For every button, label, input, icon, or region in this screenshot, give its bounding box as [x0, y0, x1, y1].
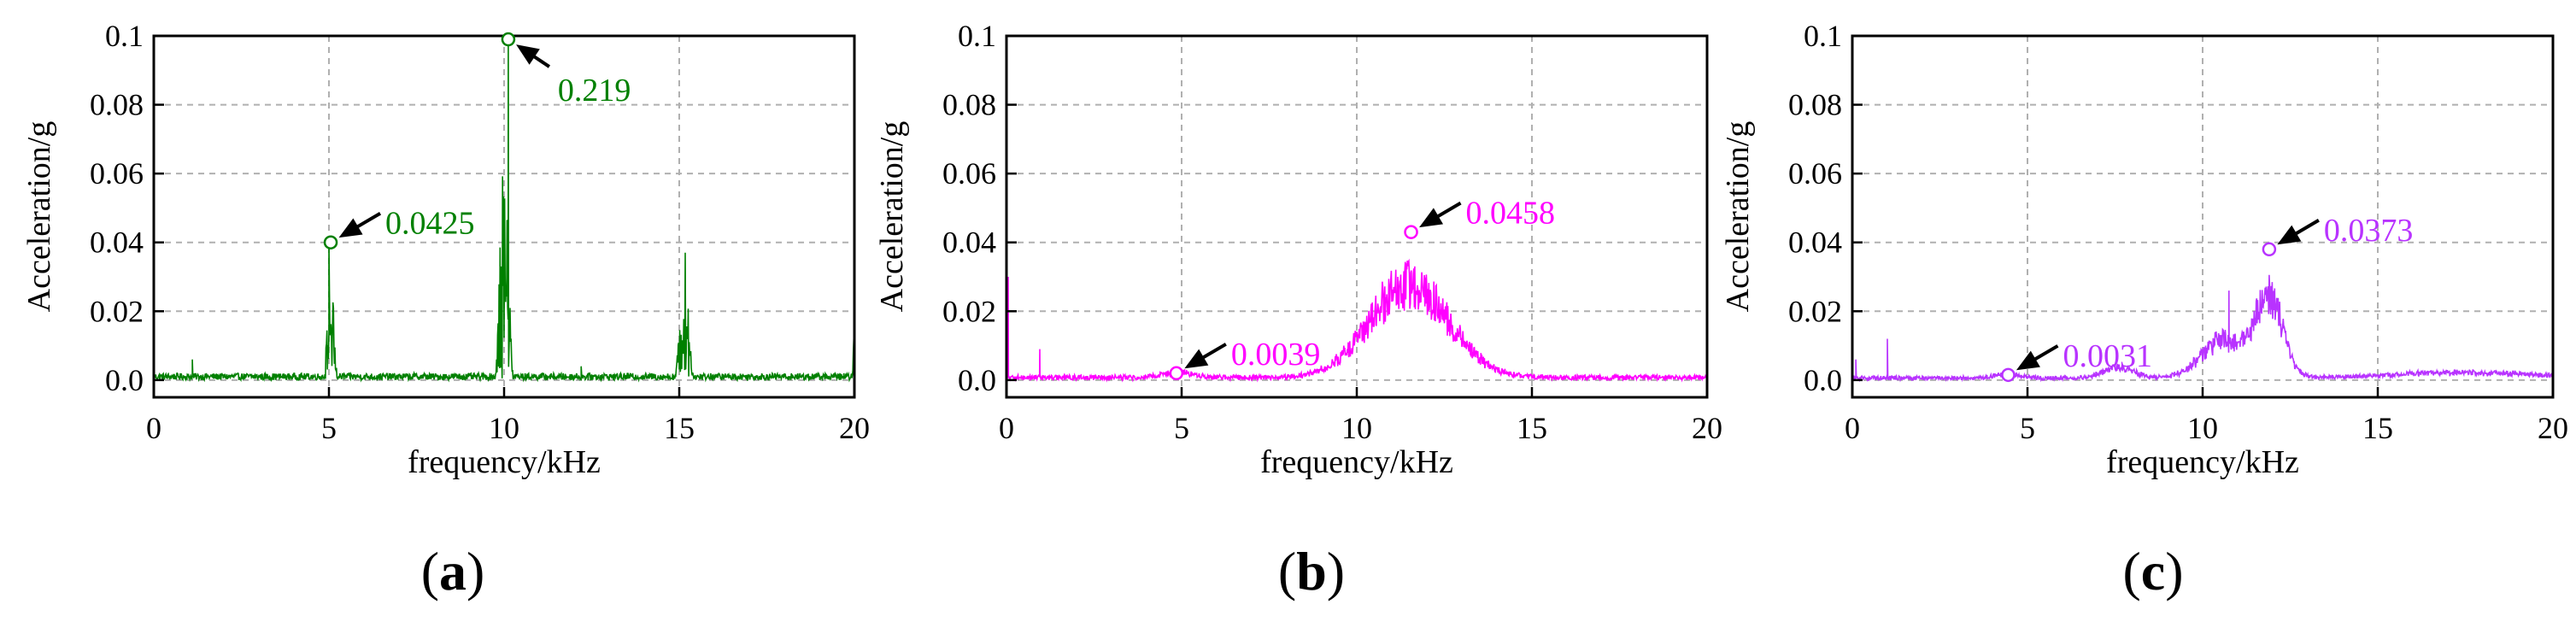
x-tick-label: 20 — [1692, 411, 1722, 445]
y-tick-label: 0.1 — [1804, 19, 1842, 53]
peak-marker — [1169, 366, 1184, 381]
x-tick-label: 20 — [2538, 411, 2568, 445]
spectrum-line — [153, 38, 855, 383]
annotation-value: 0.0031 — [2063, 338, 2152, 374]
y-tick-label: 0.1 — [958, 19, 996, 53]
y-axis-title: Acceleration/g — [874, 121, 910, 313]
x-tick-label: 0 — [999, 411, 1014, 445]
x-axis-title: frequency/kHz — [1260, 444, 1453, 480]
annotation-arrow-head — [2277, 225, 2302, 245]
annotation-arrow-head — [2016, 350, 2040, 371]
peak-marker — [2262, 242, 2277, 257]
spectrum-line — [1006, 258, 1708, 383]
annotation-arrow-head — [338, 218, 363, 238]
x-tick-label: 0 — [146, 411, 161, 445]
y-tick-label: 0.02 — [90, 294, 144, 328]
x-tick-label: 20 — [839, 411, 870, 445]
panel-b: 0 5 10 15 20 0.0 0.02 0.04 0.06 0.08 0.1 frequency/… — [874, 19, 1722, 601]
y-tick-label: 0.08 — [942, 88, 996, 122]
x-tick-label: 5 — [2020, 411, 2035, 445]
panel-c: 0 5 10 15 20 0.0 0.02 0.04 0.06 0.08 0.1 frequency/… — [1720, 19, 2568, 601]
panel-label: (c) — [2122, 541, 2183, 601]
x-tick-label: 15 — [664, 411, 695, 445]
peak-marker — [323, 235, 338, 249]
y-tick-label: 0.04 — [1788, 226, 1842, 260]
x-tick-label: 5 — [1174, 411, 1189, 445]
peak-marker — [2001, 367, 2016, 383]
y-tick-label: 0.0 — [1804, 363, 1842, 397]
y-tick-label: 0.02 — [942, 294, 996, 328]
annotation-value: 0.0458 — [1466, 196, 1556, 232]
x-tick-label: 10 — [1341, 411, 1372, 445]
panel-a: 0 5 10 15 20 0.0 0.02 0.04 0.06 0.08 0.1 frequency/… — [21, 19, 870, 601]
y-tick-label: 0.04 — [90, 226, 144, 260]
annotation-arrow-head — [516, 44, 540, 65]
y-tick-label: 0.04 — [942, 226, 996, 260]
annotation-value: 0.219 — [558, 73, 631, 109]
x-axis-title: frequency/kHz — [408, 444, 601, 480]
peak-marker — [1404, 225, 1418, 239]
peak-marker — [501, 32, 516, 47]
y-tick-label: 0.0 — [105, 363, 144, 397]
x-tick-label: 5 — [321, 411, 337, 445]
y-axis-title: Acceleration/g — [1720, 121, 1756, 313]
panel-label: (b) — [1278, 541, 1345, 601]
y-tick-label: 0.06 — [90, 156, 144, 191]
annotation-value: 0.0039 — [1231, 337, 1321, 373]
x-tick-label: 10 — [489, 411, 519, 445]
annotation-value: 0.0425 — [385, 206, 475, 242]
x-tick-label: 15 — [1517, 411, 1547, 445]
y-tick-label: 0.0 — [958, 363, 996, 397]
y-axis-title: Acceleration/g — [21, 121, 57, 313]
x-tick-label: 15 — [2362, 411, 2393, 445]
panel-label: (a) — [421, 541, 485, 601]
y-tick-label: 0.06 — [942, 156, 996, 191]
annotation-value: 0.0373 — [2324, 213, 2414, 249]
y-tick-label: 0.06 — [1788, 156, 1842, 191]
x-tick-label: 10 — [2187, 411, 2218, 445]
y-tick-label: 0.1 — [105, 19, 144, 53]
spectrum-line — [1851, 274, 2554, 383]
y-tick-label: 0.08 — [1788, 88, 1842, 122]
annotation-arrow-head — [1419, 208, 1444, 228]
x-tick-label: 0 — [1845, 411, 1860, 445]
y-tick-label: 0.08 — [90, 88, 144, 122]
annotation-arrow-head — [1184, 349, 1209, 369]
y-tick-label: 0.02 — [1788, 294, 1842, 328]
x-axis-title: frequency/kHz — [2106, 444, 2299, 480]
